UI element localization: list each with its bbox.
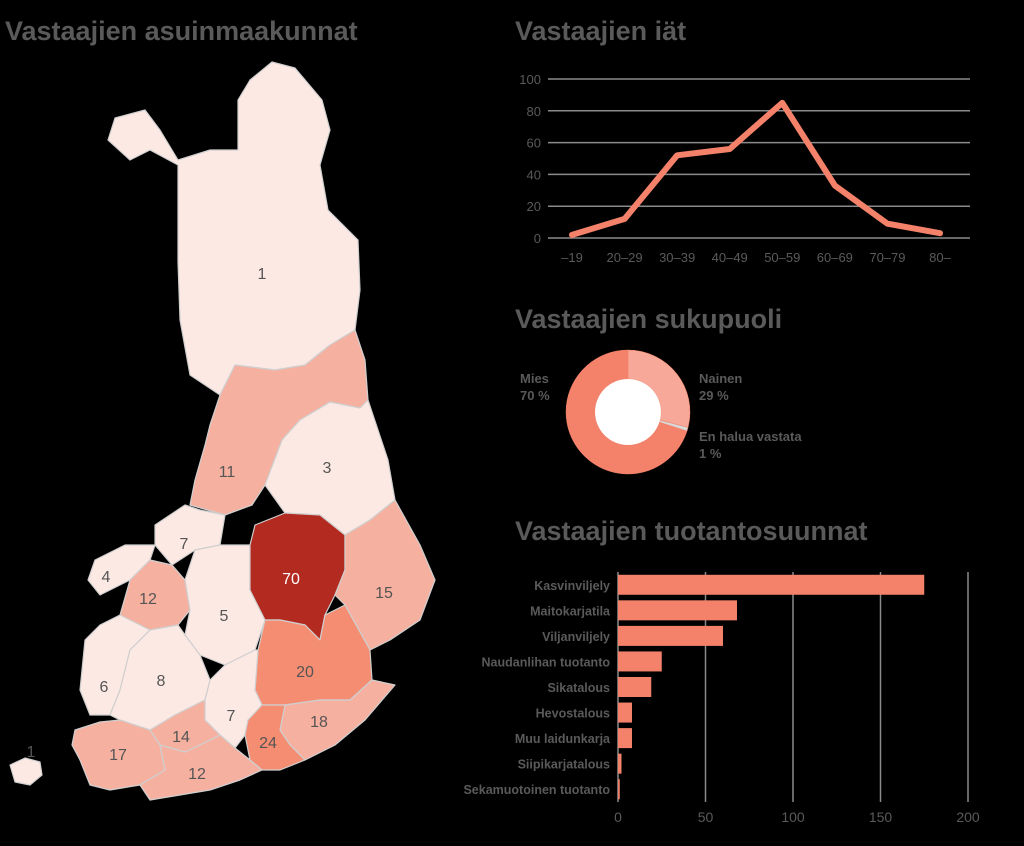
map-value-16: 17 (109, 747, 127, 764)
gender-chart-title: Vastaajien sukupuoli (515, 304, 783, 334)
age-series-line (569, 99, 943, 238)
age-ytick-label: 20 (527, 199, 541, 214)
pie-label-nainen-pct: 29 % (699, 388, 729, 403)
map-value-17: 14 (172, 729, 190, 746)
age-ytick-label: 60 (527, 136, 541, 151)
donut-hole (595, 379, 661, 445)
age-xtick-label: 60–69 (817, 250, 853, 265)
prod-category-label: Hevostalous (536, 707, 610, 721)
pie-label-en-halua-name: En halua vastata (699, 429, 802, 444)
map-value-5: 4 (102, 569, 111, 586)
prod-bar (618, 753, 622, 774)
map-value-13: 7 (227, 708, 236, 725)
map-value-12: 8 (157, 673, 166, 690)
age-data-point (622, 216, 627, 221)
map-value-6: 12 (139, 591, 157, 608)
map-value-10: 20 (296, 664, 314, 681)
map-value-14: 18 (310, 714, 328, 731)
map-title: Vastaajien asuinmaakunnat (5, 16, 358, 46)
age-data-point (570, 232, 574, 237)
age-data-point (780, 100, 785, 105)
prod-xtick-label: 150 (869, 809, 893, 825)
age-xtick-label: 30–39 (659, 250, 695, 265)
age-xtick-label: 50–59 (764, 250, 800, 265)
prod-xtick-label: 200 (956, 809, 980, 825)
prod-xtick-label: 100 (781, 809, 805, 825)
age-xtick-label: 70–79 (869, 250, 905, 265)
age-ytick-label: 100 (519, 72, 541, 87)
prod-category-label: Naudanlihan tuotanto (482, 655, 611, 669)
age-xtick-label: –19 (561, 250, 583, 265)
prod-bar (618, 677, 652, 697)
map-value-7: 5 (220, 608, 229, 625)
prod-bar (618, 728, 632, 749)
map-value-2: 11 (219, 464, 236, 481)
prod-xtick-label: 50 (698, 809, 714, 825)
map-value-1: 1 (258, 266, 267, 283)
map-value-8: 70 (282, 571, 300, 588)
pie-label-en-halua: En halua vastata 1 % (699, 428, 802, 462)
prod-bar (618, 651, 662, 672)
age-xtick-label: 20–29 (606, 250, 642, 265)
map-region-18 (139, 734, 263, 801)
age-ytick-label: 0 (534, 231, 541, 246)
prod-bar (618, 625, 723, 646)
prod-category-label: Muu laidunkarja (515, 732, 611, 746)
age-data-point (727, 146, 732, 151)
map-value-15: 24 (259, 735, 277, 752)
prod-category-label: Viljanviljely (542, 630, 610, 644)
prod-category-label: Kasvinviljely (534, 579, 610, 593)
age-xtick-label: 80– (929, 250, 951, 265)
map-region-1 (107, 61, 361, 396)
prod-category-label: Siipikarjatalous (518, 758, 610, 772)
prod-bar (618, 574, 925, 595)
prod-bar (618, 779, 620, 800)
pie-label-mies: Mies 70 % (520, 370, 550, 404)
age-data-point (938, 231, 942, 236)
pie-label-mies-pct: 70 % (520, 388, 550, 403)
map-value-9: 15 (375, 585, 393, 602)
prod-category-label: Sikatalous (547, 681, 610, 695)
prod-bar (618, 600, 737, 621)
age-data-point (885, 221, 890, 226)
age-ytick-label: 40 (527, 167, 541, 182)
pie-label-nainen-name: Nainen (699, 371, 743, 386)
map-value-4: 7 (180, 536, 189, 553)
map-value-19: 1 (27, 744, 36, 761)
age-data-point (832, 183, 837, 188)
age-chart-title: Vastaajien iät (515, 16, 687, 46)
pie-label-en-halua-pct: 1 % (699, 446, 722, 461)
age-data-point (675, 153, 680, 158)
map-value-11: 6 (100, 679, 109, 696)
map-region-15 (244, 704, 306, 771)
prod-category-label: Sekamuotoinen tuotanto (463, 783, 610, 797)
map-region-9 (334, 499, 436, 651)
age-ytick-label: 80 (527, 104, 541, 119)
age-xtick-label: 40–49 (712, 250, 748, 265)
map-value-18: 12 (188, 766, 206, 783)
pie-label-mies-name: Mies (520, 371, 549, 386)
map-region-19 (9, 757, 43, 786)
prod-category-label: Maitokarjatila (530, 604, 611, 618)
prod-xtick-label: 0 (614, 809, 622, 825)
map-value-3: 3 (323, 460, 332, 477)
prod-bar (618, 702, 632, 723)
pie-label-nainen: Nainen 29 % (699, 370, 742, 404)
production-chart-title: Vastaajien tuotantosuunnat (515, 516, 868, 546)
